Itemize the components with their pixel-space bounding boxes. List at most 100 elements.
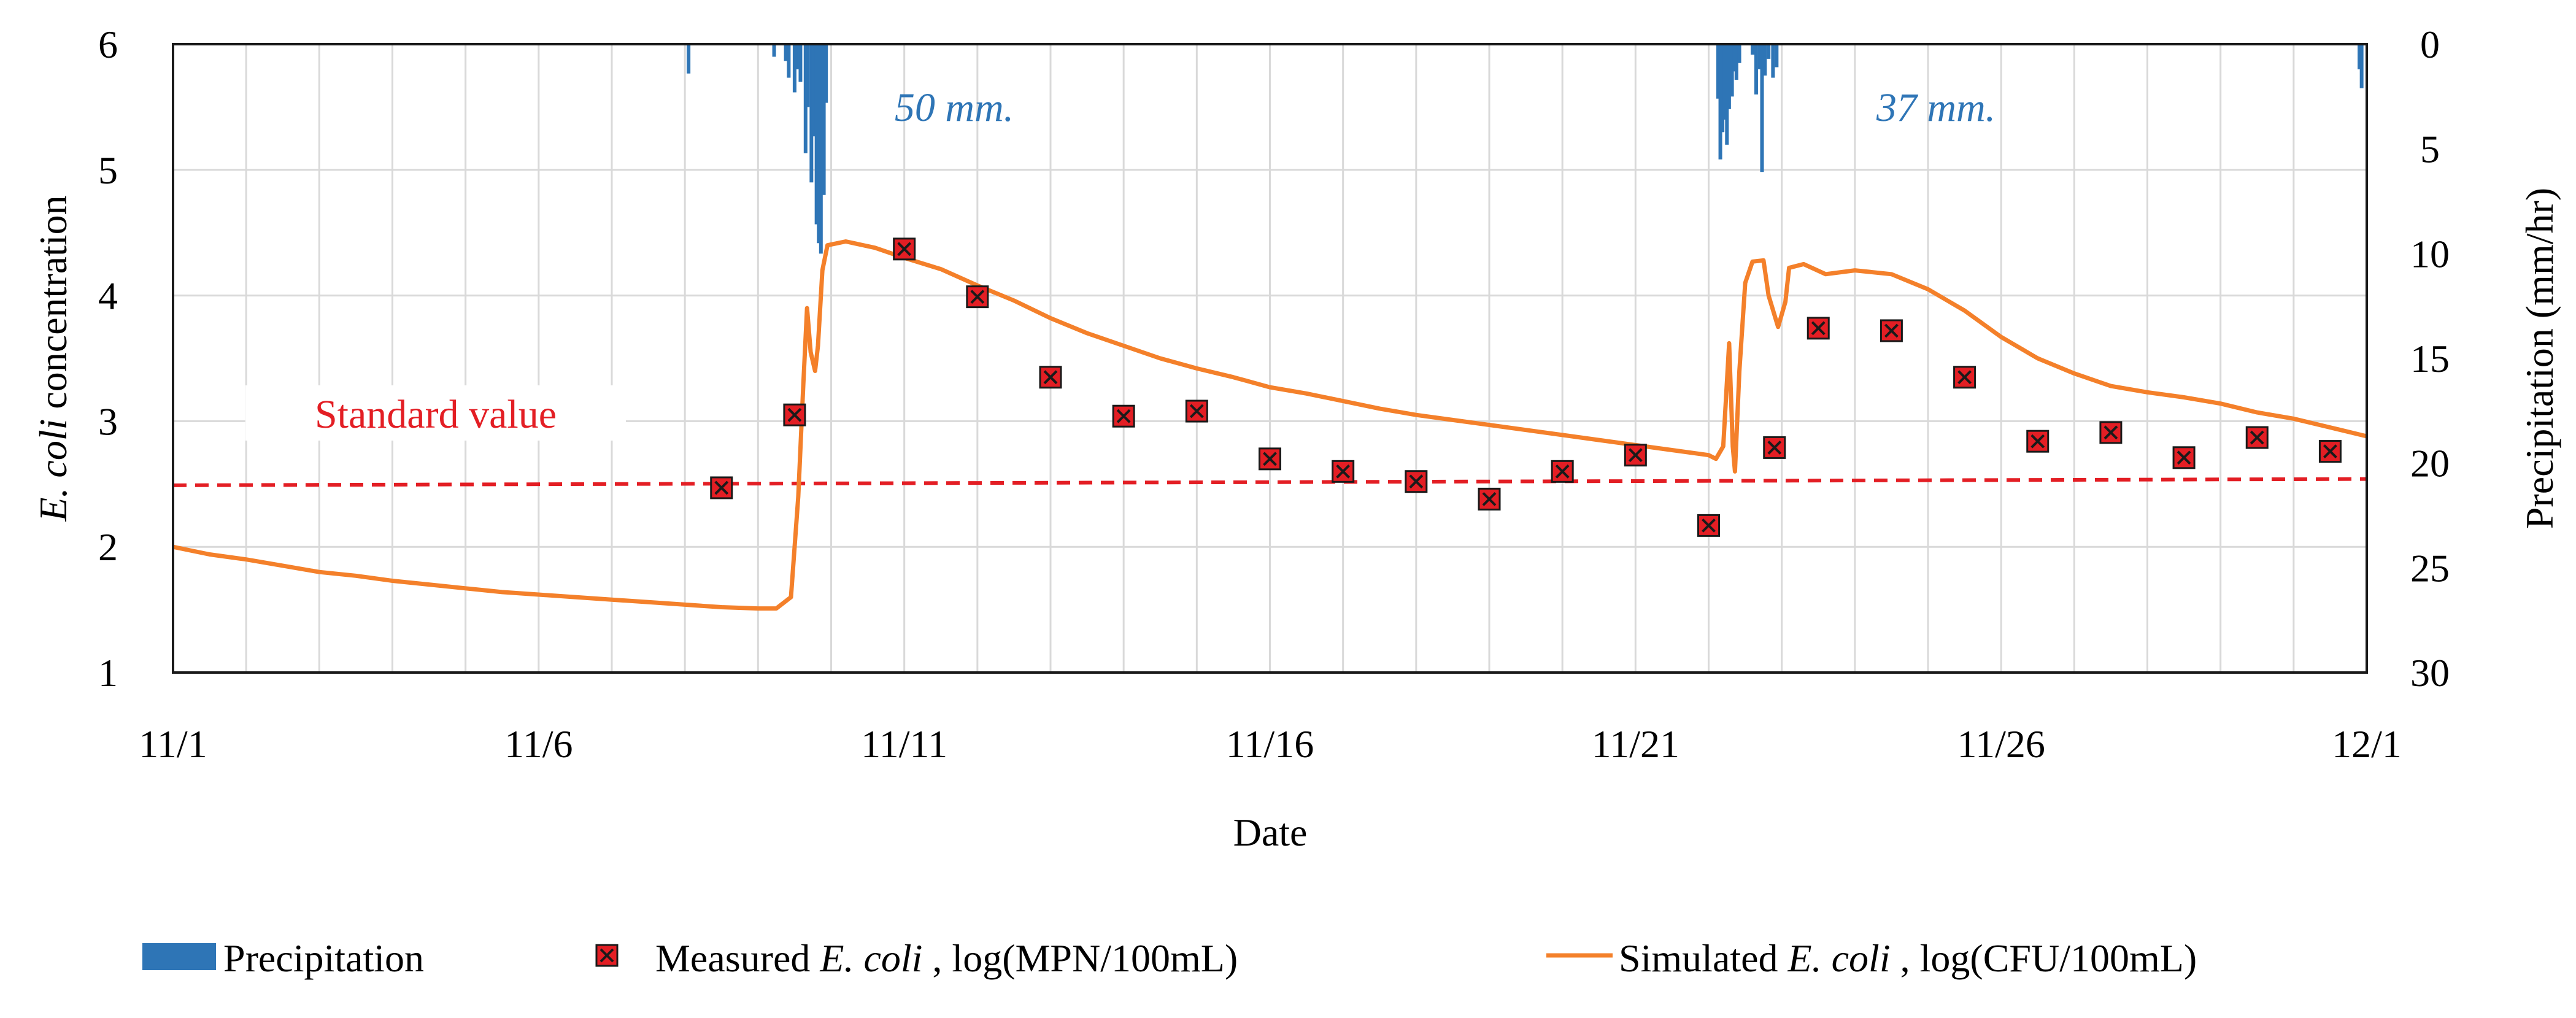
- precipitation-bar: [817, 44, 821, 244]
- measured-point-x: [2030, 434, 2045, 449]
- measured-point: [1185, 399, 1208, 423]
- precipitation-bar: [792, 44, 796, 93]
- precipitation-bar: [1757, 44, 1762, 69]
- y-tick-label: 1: [98, 651, 118, 695]
- measured-point-x: [2177, 450, 2191, 465]
- measured-point: [1039, 366, 1062, 389]
- precipitation-bar: [811, 44, 816, 137]
- y2-tick-label: 25: [2410, 546, 2450, 590]
- precipitation-bar: [1725, 44, 1729, 145]
- precipitation-bar: [824, 44, 828, 103]
- precipitation-bar: [784, 44, 788, 61]
- y2-tick-label: 15: [2410, 337, 2450, 380]
- measured-point-x: [1189, 404, 1204, 418]
- legend-measured-italic: E. coli: [819, 936, 922, 980]
- y2-tick-label: 0: [2420, 23, 2440, 66]
- legend-swatch-precipitation: [142, 943, 216, 970]
- measured-point: [893, 237, 916, 261]
- measured-point: [1332, 460, 1355, 483]
- precipitation-bar: [772, 44, 776, 57]
- measured-point-x: [1336, 464, 1351, 479]
- measured-point-x: [1702, 518, 1716, 533]
- measured-point: [1763, 436, 1786, 459]
- precipitation-bar: [1737, 44, 1741, 63]
- standard-value-line: [172, 477, 2367, 487]
- measured-point-x: [1043, 370, 1058, 385]
- measured-point-x: [1628, 448, 1643, 463]
- y2-tick-label: 5: [2420, 128, 2440, 171]
- x-tick-label: 11/1: [139, 722, 207, 766]
- measured-point: [1880, 319, 1903, 342]
- precipitation-bar: [809, 44, 814, 183]
- precipitation-bar: [787, 44, 791, 78]
- precipitation-bar: [798, 44, 803, 82]
- precipitation-bar: [822, 44, 826, 195]
- precipitation-bar: [1760, 44, 1764, 172]
- measured-point-box: [2318, 440, 2342, 463]
- y-tick-label: 4: [98, 274, 118, 318]
- annotation-37mm: 37 mm.: [1876, 85, 1996, 130]
- precipitation-bar: [1751, 44, 1754, 55]
- precipitation-bar: [1732, 44, 1737, 72]
- x-tick-label: 12/1: [2332, 722, 2402, 766]
- measured-point: [1478, 487, 1501, 511]
- standard-value-label: Standard value: [315, 392, 557, 437]
- legend-simulated-part3: , log(CFU/100mL): [1891, 936, 2197, 980]
- precipitation-bar: [1767, 44, 1771, 59]
- measured-point-x: [1116, 409, 1131, 423]
- precipitation-bar: [1727, 44, 1731, 109]
- measured-point-box: [1697, 514, 1720, 537]
- legend-measured-part3: , log(MPN/100mL): [922, 936, 1238, 980]
- y-tick-label: 2: [98, 525, 118, 569]
- measured-point: [1807, 317, 1830, 340]
- measured-point-x: [2323, 444, 2337, 458]
- y2-tick-label: 20: [2410, 442, 2450, 485]
- measured-point: [2245, 426, 2269, 449]
- measured-point: [1697, 514, 1720, 537]
- measured-point-x: [1811, 321, 1826, 336]
- y-tick-label: 6: [98, 23, 118, 66]
- y-axis-title-rest: concentration: [31, 195, 75, 418]
- y2-tick-label: 10: [2410, 232, 2450, 276]
- x-tick-label: 11/26: [1957, 722, 2045, 766]
- precipitation-bar: [1722, 44, 1727, 120]
- measured-point: [1624, 444, 1647, 467]
- precipitation-bar: [2358, 44, 2362, 69]
- legend-label-measured: Measured E. coli , log(MPN/100mL): [655, 936, 1238, 980]
- measured-point-x: [714, 480, 729, 495]
- measured-point: [1112, 404, 1135, 428]
- standard-value-dashed-line: [172, 477, 2367, 487]
- precipitation-bar: [1721, 44, 1725, 133]
- measured-point: [2172, 446, 2196, 469]
- precipitation-bar: [687, 44, 691, 74]
- measured-point-x: [1767, 440, 1782, 455]
- measured-point: [710, 476, 733, 499]
- measured-point-x: [2250, 430, 2264, 445]
- measured-point-x: [1957, 370, 1972, 385]
- legend-simulated-part1: Simulated: [1619, 936, 1788, 980]
- legend-swatch-measured-x: [600, 948, 614, 963]
- measured-point-box: [1478, 487, 1501, 511]
- simulated-line-series: [172, 239, 2367, 611]
- measured-point-x: [1409, 474, 1424, 489]
- measured-point: [1551, 460, 1574, 483]
- measured-point-box: [1807, 317, 1830, 340]
- legend-label-precipitation: Precipitation: [223, 936, 424, 980]
- x-tick-label: 11/6: [504, 722, 573, 766]
- measured-point-x: [787, 407, 802, 422]
- x-tick-label: 11/21: [1592, 722, 1679, 766]
- precipitation-bar: [803, 44, 808, 153]
- measured-point-x: [1263, 452, 1277, 466]
- measured-point-x: [2104, 425, 2118, 440]
- measured-point-x: [1482, 492, 1497, 506]
- precipitation-bar: [1775, 44, 1779, 67]
- precipitation-bar: [1718, 44, 1722, 160]
- precipitation-bar: [1734, 44, 1738, 80]
- precipitation-bar: [795, 44, 799, 69]
- measured-point-x: [897, 242, 912, 256]
- measured-point: [966, 285, 989, 309]
- axis-ticks: 11/1 11/6 11/11 11/16 11/21 11/26 12/1 1 2 3 4 5 6 0 5…: [98, 23, 2450, 766]
- annotation-50mm: 50 mm.: [895, 85, 1014, 130]
- y2-axis-title: Precipitation (mm/hr): [2518, 188, 2561, 529]
